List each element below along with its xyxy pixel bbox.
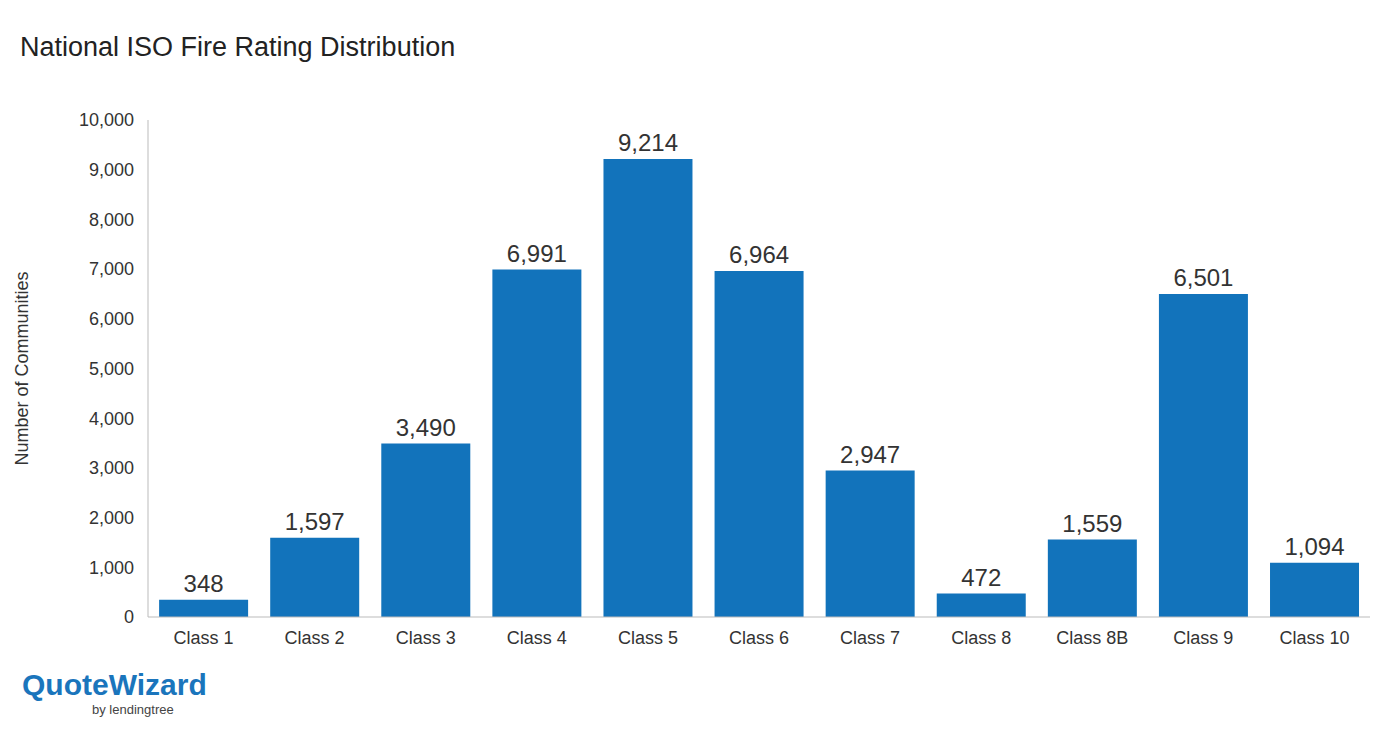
svg-text:Class 5: Class 5	[618, 628, 678, 648]
svg-text:Number of Communities: Number of Communities	[12, 271, 32, 465]
svg-text:7,000: 7,000	[89, 259, 134, 279]
svg-text:Class 3: Class 3	[396, 628, 456, 648]
svg-text:Class 9: Class 9	[1173, 628, 1233, 648]
svg-text:10,000: 10,000	[79, 110, 134, 130]
html-text:National ISO Fire Rating Distr: National ISO Fire Rating Distribution	[20, 32, 456, 62]
svg-text:9,214: 9,214	[618, 129, 678, 156]
svg-text:8,000: 8,000	[89, 210, 134, 230]
svg-text:472: 472	[961, 564, 1001, 591]
svg-text:Class 8B: Class 8B	[1056, 628, 1128, 648]
svg-text:0: 0	[124, 607, 134, 627]
html-text:by lendingtree: by lendingtree	[92, 702, 174, 717]
svg-text:2,947: 2,947	[840, 441, 900, 468]
svg-text:Class 4: Class 4	[507, 628, 567, 648]
svg-text:Class 10: Class 10	[1279, 628, 1349, 648]
svg-text:4,000: 4,000	[89, 409, 134, 429]
svg-text:2,000: 2,000	[89, 508, 134, 528]
svg-text:Class 2: Class 2	[285, 628, 345, 648]
svg-text:6,000: 6,000	[89, 309, 134, 329]
svg-text:6,991: 6,991	[507, 240, 567, 267]
svg-text:Class 7: Class 7	[840, 628, 900, 648]
svg-text:5,000: 5,000	[89, 359, 134, 379]
svg-text:348: 348	[184, 570, 224, 597]
html-text:QuoteWizard: QuoteWizard	[22, 668, 207, 701]
svg-text:6,501: 6,501	[1173, 264, 1233, 291]
svg-text:Class 6: Class 6	[729, 628, 789, 648]
svg-text:6,964: 6,964	[729, 241, 789, 268]
svg-text:1,597: 1,597	[285, 508, 345, 535]
svg-text:Class 8: Class 8	[951, 628, 1011, 648]
svg-text:Class 1: Class 1	[174, 628, 234, 648]
svg-text:9,000: 9,000	[89, 160, 134, 180]
svg-text:3,000: 3,000	[89, 458, 134, 478]
svg-text:1,094: 1,094	[1284, 533, 1344, 560]
svg-text:3,490: 3,490	[396, 414, 456, 441]
svg-text:1,559: 1,559	[1062, 510, 1122, 537]
svg-text:1,000: 1,000	[89, 558, 134, 578]
